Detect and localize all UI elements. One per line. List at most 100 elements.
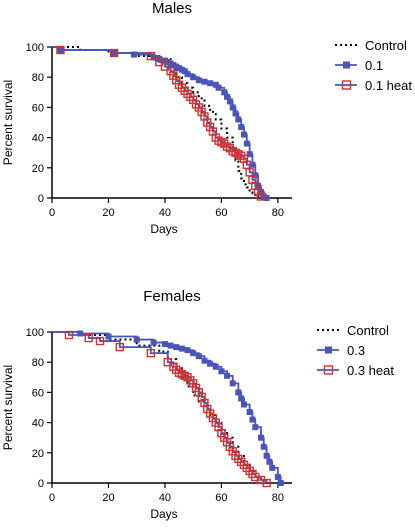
y-tick-label: 80 <box>32 357 44 369</box>
legend-marker <box>343 61 350 69</box>
data-point <box>133 336 140 343</box>
data-point <box>249 416 256 423</box>
data-point <box>269 464 276 471</box>
series-line <box>52 46 268 198</box>
data-point <box>130 51 137 58</box>
x-tick-label: 0 <box>49 492 55 504</box>
series-line <box>52 331 265 483</box>
data-point <box>201 357 208 364</box>
x-axis-label: Days <box>150 222 177 236</box>
data-point <box>150 339 157 346</box>
data-point <box>173 344 180 351</box>
data-point <box>207 360 214 367</box>
data-point <box>84 333 93 343</box>
x-tick-label: 60 <box>215 207 227 219</box>
data-point <box>64 330 74 340</box>
data-point <box>105 333 112 340</box>
legend-marker <box>341 80 352 90</box>
legend-label: 0.1 heat <box>365 78 412 93</box>
series-0_1 <box>52 46 270 201</box>
data-point <box>238 124 245 131</box>
data-point <box>249 161 256 168</box>
x-tick-label: 80 <box>272 492 284 504</box>
data-point <box>274 473 281 480</box>
x-tick-label: 40 <box>159 492 171 504</box>
data-point <box>260 443 267 450</box>
series-0_3-heat <box>52 330 271 488</box>
chart-title: Males <box>152 0 192 17</box>
data-point <box>201 78 208 85</box>
data-point <box>235 116 242 123</box>
data-point <box>184 71 191 78</box>
data-point <box>263 452 270 459</box>
y-axis-label: Percent survival <box>1 365 15 450</box>
x-axis-label: Days <box>150 507 177 521</box>
data-point <box>190 74 197 81</box>
data-point <box>221 89 228 96</box>
data-point <box>277 480 284 486</box>
data-point <box>252 172 259 179</box>
data-point <box>226 98 233 105</box>
legend-label: Control <box>365 38 407 53</box>
data-point <box>146 51 156 61</box>
chart-title: Females <box>143 288 201 305</box>
data-point <box>266 458 273 465</box>
legend-label: 0.3 <box>347 343 365 358</box>
series-line <box>52 46 260 198</box>
data-point <box>178 345 185 352</box>
legend-label: 0.1 <box>365 58 383 73</box>
data-point <box>155 57 164 67</box>
y-tick-label: 60 <box>32 387 44 399</box>
data-point <box>77 330 84 337</box>
data-point <box>195 353 202 360</box>
series-line <box>52 331 282 483</box>
data-point <box>243 140 250 147</box>
series-0_3 <box>52 330 284 486</box>
data-point <box>224 93 231 100</box>
legend-marker <box>323 365 334 375</box>
legend: Control 0.1 0.1 heat <box>335 38 412 93</box>
data-point <box>232 110 239 117</box>
x-tick-label: 20 <box>102 207 114 219</box>
data-point <box>218 368 225 375</box>
data-point <box>241 401 247 408</box>
data-point <box>167 342 174 349</box>
y-tick-label: 40 <box>32 418 44 430</box>
data-point <box>56 45 65 55</box>
y-tick-label: 100 <box>26 327 44 339</box>
data-point <box>190 350 197 357</box>
data-point <box>263 195 270 201</box>
y-tick-label: 20 <box>32 448 44 460</box>
y-axis-label: Percent survival <box>1 80 15 165</box>
data-point <box>195 77 202 84</box>
x-tick-label: 80 <box>272 207 284 219</box>
data-point <box>224 372 231 379</box>
data-point <box>257 434 264 441</box>
data-point <box>184 347 191 354</box>
data-point <box>256 192 266 201</box>
data-point <box>163 358 172 367</box>
females-panel: Females 0 20 40 60 80 100 0 20 40 60 80 Days Percent … <box>1 288 394 521</box>
data-point <box>161 341 168 348</box>
y-tick-label: 20 <box>32 163 44 175</box>
y-tick-label: 80 <box>32 72 44 84</box>
data-point <box>241 131 247 138</box>
data-point <box>235 389 242 396</box>
series-control <box>52 331 265 483</box>
data-point <box>246 409 253 416</box>
data-point <box>146 348 156 358</box>
x-tick-label: 60 <box>215 492 227 504</box>
x-tick-label: 0 <box>49 207 55 219</box>
legend-label: Control <box>347 323 389 338</box>
data-point <box>262 478 271 488</box>
data-point <box>115 342 124 352</box>
data-point <box>246 151 253 158</box>
y-tick-label: 100 <box>26 42 44 54</box>
series-line <box>52 46 262 197</box>
data-point <box>252 424 259 431</box>
y-tick-label: 0 <box>38 193 44 205</box>
data-point <box>181 68 188 75</box>
data-point <box>109 48 119 58</box>
data-point <box>229 380 236 387</box>
